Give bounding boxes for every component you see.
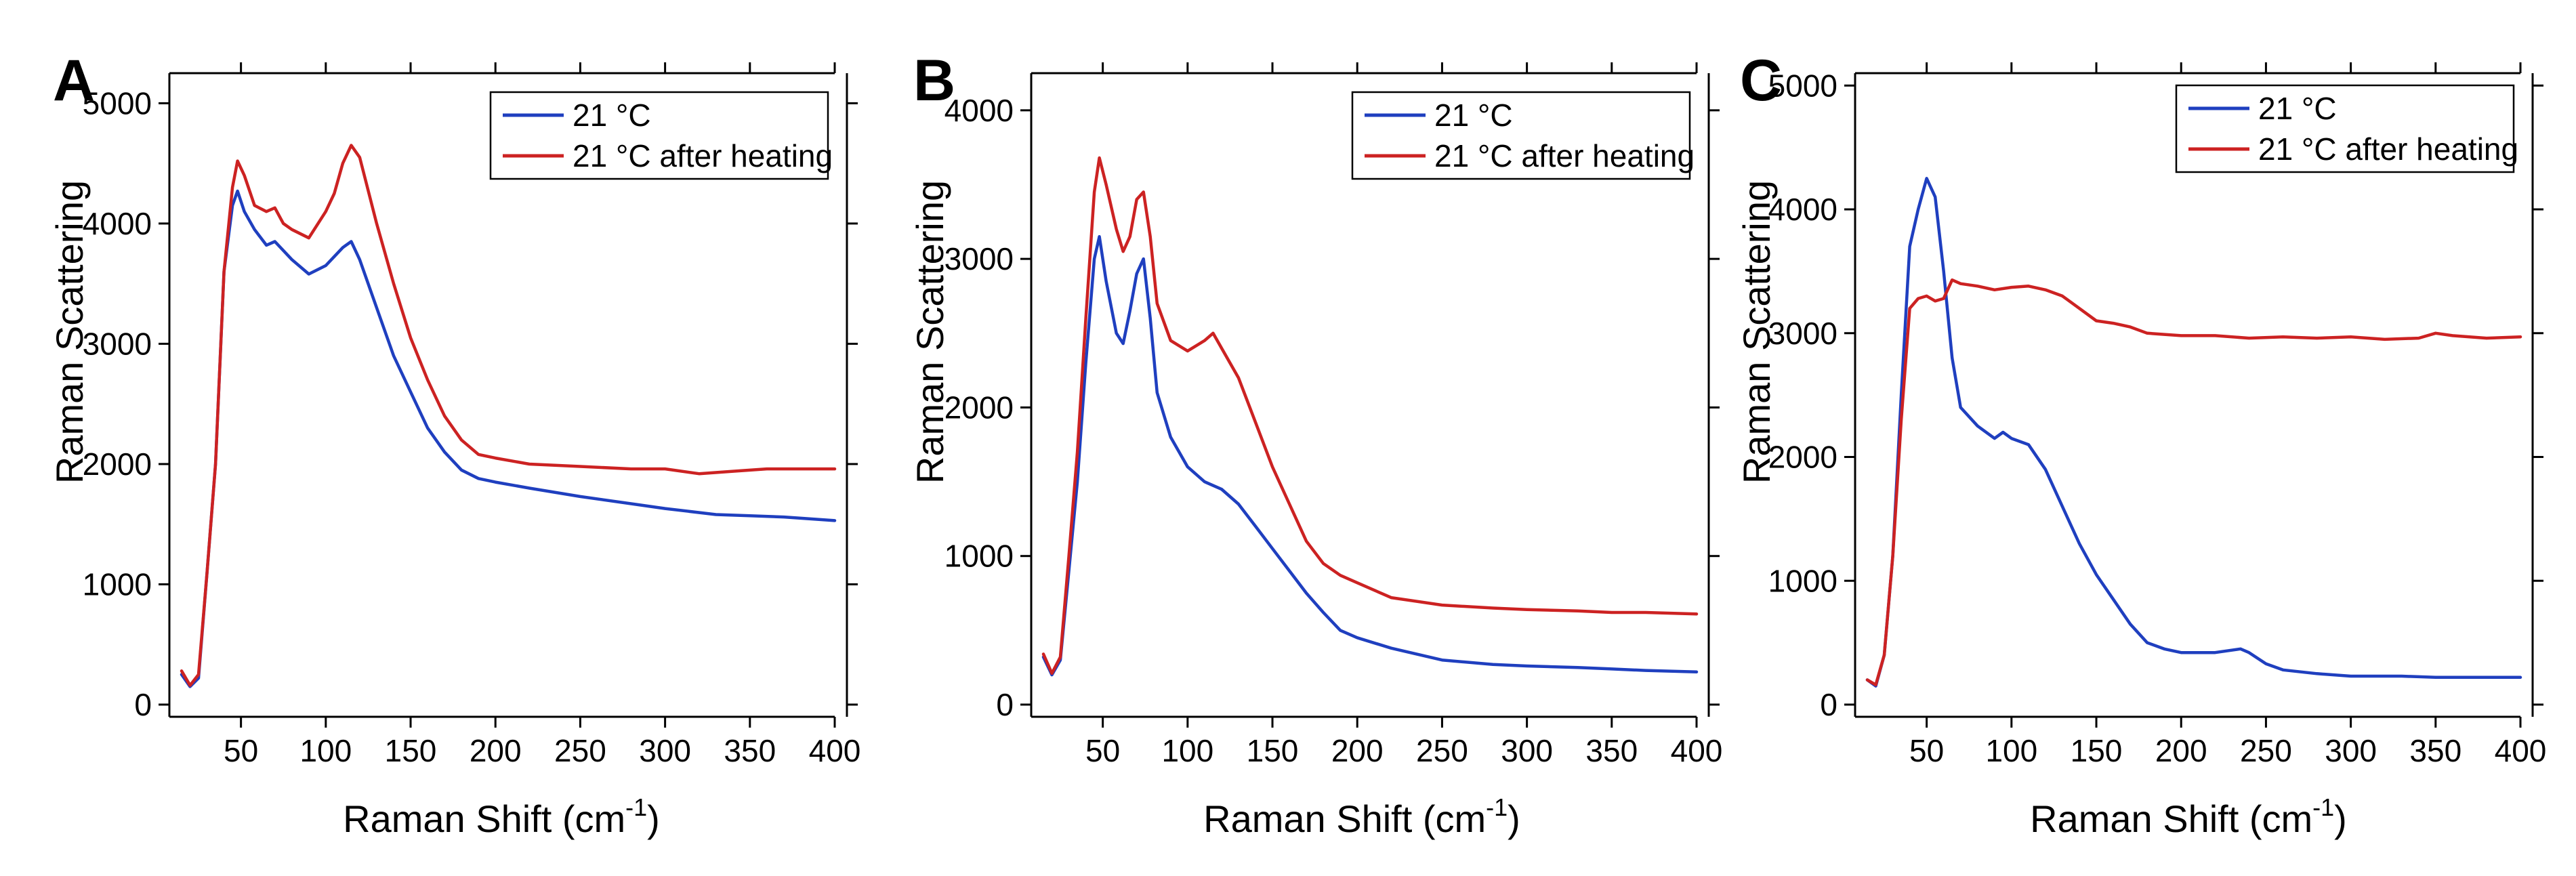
x-tick-label: 150 — [2071, 733, 2123, 768]
x-tick-label: 250 — [1416, 733, 1468, 768]
panel-c: C Raman Scattering Raman Shift (cm-1) 21… — [1735, 48, 2546, 840]
y-tick-label: 2000 — [83, 446, 152, 482]
x-axis-title: Raman Shift (cm-1) — [343, 793, 660, 840]
x-tick-label: 250 — [554, 733, 606, 768]
x-tick-label: 50 — [1909, 733, 1944, 768]
x-tick-label: 50 — [224, 733, 258, 768]
x-axis-title: Raman Shift (cm-1) — [1203, 793, 1520, 840]
y-tick-label: 1000 — [83, 566, 152, 602]
x-tick-label: 250 — [2240, 733, 2292, 768]
legend-label-21c: 21 °C — [573, 98, 651, 133]
legend-label-21c-after-heating: 21 °C after heating — [1434, 138, 1695, 173]
x-tick-label: 200 — [2155, 733, 2207, 768]
y-tick-label: 5000 — [1768, 68, 1837, 103]
x-tick-label: 50 — [1085, 733, 1120, 768]
legend-box — [1351, 91, 1691, 180]
series-line-21c-after-heating — [1041, 156, 1699, 675]
x-tick-label: 350 — [2409, 733, 2461, 768]
x-tick-label: 350 — [1585, 733, 1638, 768]
x-tick-label: 400 — [809, 733, 861, 768]
x-tick-label: 100 — [1985, 733, 2037, 768]
y-tick-label: 3000 — [1768, 316, 1837, 351]
y-axis-title: Raman Scattering — [909, 180, 951, 484]
x-tick-label: 300 — [1501, 733, 1553, 768]
series-line-21c — [1041, 234, 1699, 677]
y-tick-label: 2000 — [1768, 440, 1837, 475]
legend: 21 °C 21 °C after heating — [1351, 91, 1695, 180]
series-line-21c — [180, 189, 837, 688]
x-tick-label: 400 — [1671, 733, 1723, 768]
x-tick-label: 150 — [1247, 733, 1299, 768]
plot-frame: 50 100 150 200 250 300 350 40001000200030004000… — [83, 62, 861, 768]
y-tick-label: 4000 — [1768, 192, 1837, 227]
y-tick-label: 2000 — [944, 390, 1014, 425]
panel-label: A — [53, 48, 95, 113]
y-tick-label: 5000 — [83, 85, 152, 121]
y-tick-label: 3000 — [944, 241, 1014, 276]
y-tick-label: 4000 — [83, 206, 152, 241]
x-tick-label: 150 — [385, 733, 437, 768]
y-tick-label: 3000 — [83, 326, 152, 361]
y-tick-label: 1000 — [944, 539, 1014, 574]
x-tick-label: 100 — [1161, 733, 1213, 768]
x-tick-label: 200 — [1331, 733, 1384, 768]
x-tick-label: 300 — [639, 733, 691, 768]
y-tick-label: 0 — [996, 687, 1014, 722]
legend: 21 °C 21 °C after heating — [489, 91, 833, 180]
y-axis-title: Raman Scattering — [1735, 180, 1778, 484]
legend-label-21c-after-heating: 21 °C after heating — [573, 138, 833, 173]
legend-label-21c: 21 °C — [1434, 98, 1513, 133]
x-tick-label: 300 — [2325, 733, 2377, 768]
series-line-21c-after-heating — [1865, 278, 2522, 687]
y-tick-label: 0 — [134, 687, 152, 722]
y-tick-label: 0 — [1820, 687, 1837, 722]
x-tick-label: 100 — [299, 733, 352, 768]
panel-label: C — [1740, 48, 1782, 113]
x-tick-label: 350 — [724, 733, 776, 768]
x-tick-label: 400 — [2495, 733, 2547, 768]
plot-frame: 50 100 150 200 250 300 350 40001000200030004000… — [1768, 62, 2547, 768]
x-tick-label: 200 — [470, 733, 522, 768]
y-tick-label: 4000 — [944, 93, 1014, 128]
legend-label-21c: 21 °C — [2258, 91, 2337, 126]
y-axis-title: Raman Scattering — [48, 180, 91, 484]
series-line-21c-after-heating — [180, 144, 837, 687]
x-axis-title: Raman Shift (cm-1) — [2030, 793, 2347, 840]
y-tick-label: 1000 — [1768, 563, 1837, 598]
legend-label-21c-after-heating: 21 °C after heating — [2258, 131, 2518, 167]
panel-b: B Raman Scattering Raman Shift (cm-1) 21… — [909, 48, 1722, 840]
series-line-21c — [1865, 177, 2522, 688]
legend-box — [2175, 84, 2515, 173]
legend-box — [489, 91, 829, 180]
legend: 21 °C 21 °C after heating — [2175, 84, 2518, 173]
panel-label: B — [913, 48, 955, 113]
panel-a: A Raman Scattering Raman Shift (cm-1) 21… — [48, 48, 860, 840]
